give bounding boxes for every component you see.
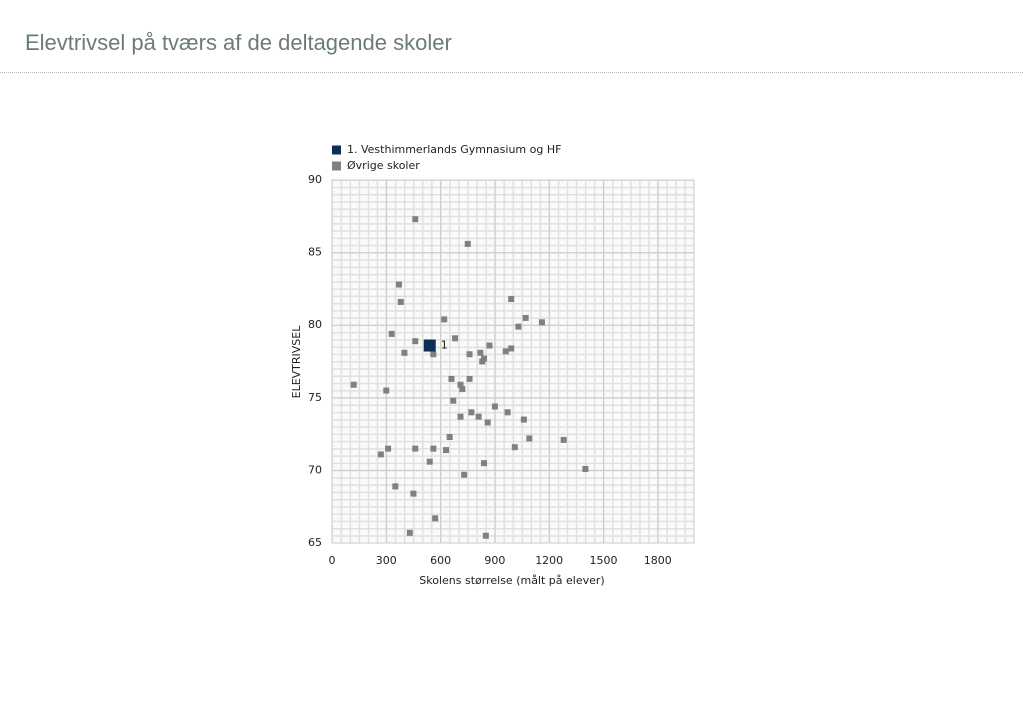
y-tick-label: 70 [308,463,322,476]
x-tick-label: 0 [329,554,336,567]
x-tick-label: 1200 [535,554,563,567]
point [468,409,475,416]
point [446,434,453,441]
y-tick-label: 90 [308,173,322,186]
x-tick-label: 600 [430,554,451,567]
point [538,319,545,326]
point [479,358,486,365]
point [350,381,357,388]
point [511,444,518,451]
point [457,413,464,420]
point [412,445,419,452]
point [448,375,455,382]
x-tick-label: 1500 [590,554,618,567]
y-tick-label: 65 [308,536,322,549]
point [450,397,457,404]
point [430,351,437,358]
point [401,349,408,356]
point [432,515,439,522]
point [461,471,468,478]
point [466,375,473,382]
point [426,458,433,465]
x-axis-label: Skolens størrelse (målt på elever) [419,574,604,587]
point [508,296,515,303]
y-tick-label: 80 [308,318,322,331]
point [486,342,493,349]
point [388,330,395,337]
plot-area [331,179,695,544]
point [502,348,509,355]
point [410,490,417,497]
point [464,240,471,247]
point [582,465,589,472]
legend-swatch [332,145,341,155]
legend-label: Øvrige skoler [347,159,420,172]
point [481,460,488,467]
point [475,413,482,420]
point [508,345,515,352]
legend-swatch [332,161,341,171]
point [457,381,464,388]
point [406,529,413,536]
point [459,386,466,393]
point [482,532,489,539]
divider [0,72,1023,73]
x-tick-label: 900 [484,554,505,567]
y-tick-label: 75 [308,391,322,404]
legend-label: 1. Vesthimmerlands Gymnasium og HF [347,143,561,156]
point [491,403,498,410]
point [395,281,402,288]
point [441,316,448,323]
point [443,447,450,454]
point [477,349,484,356]
point [385,445,392,452]
point [504,409,511,416]
x-tick-label: 1800 [644,554,672,567]
point [522,314,529,321]
point [484,419,491,426]
point [423,339,436,352]
point [412,216,419,223]
point [526,435,533,442]
point [430,445,437,452]
x-tick-label: 300 [376,554,397,567]
point [466,351,473,358]
point [383,387,390,394]
point [515,323,522,330]
point [452,335,459,342]
page-title: Elevtrivsel på tværs af de deltagende sk… [25,30,452,55]
y-tick-label: 85 [308,246,322,259]
point [392,483,399,490]
point [560,436,567,443]
point-label: 1 [441,339,448,352]
point [397,298,404,305]
point [377,451,384,458]
point [412,338,419,345]
y-axis-label: ELEVTRIVSEL [290,325,303,399]
point [520,416,527,423]
